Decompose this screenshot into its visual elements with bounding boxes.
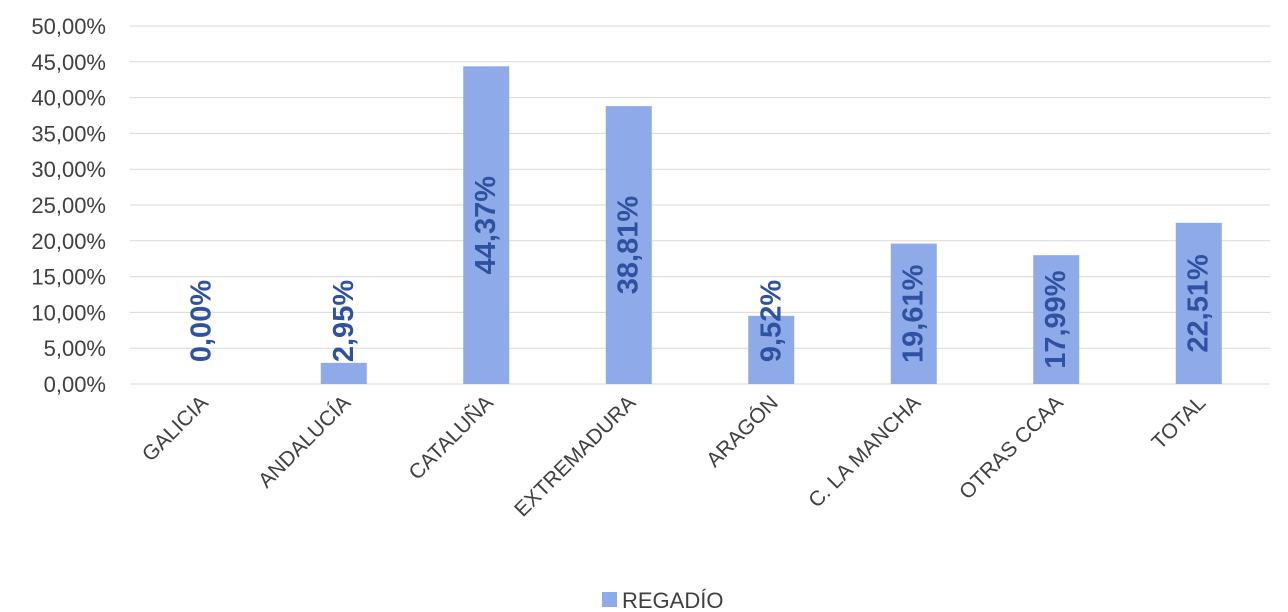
bar-total (1175, 222, 1222, 384)
y-tick-label: 40,00% (31, 86, 106, 111)
data-labels: 0,00% 2,95% 44,37% 38,81% 9,52% 19,61% 17,99% 2… (185, 176, 1215, 369)
y-tick-label: 50,00% (31, 14, 106, 39)
x-tick-label: EXTREMADURA (510, 391, 640, 521)
bar-cataluña (463, 66, 510, 385)
y-tick-label: 20,00% (31, 229, 106, 254)
x-axis-tick-labels: GALICIA ANDALUCÍA CATALUÑA EXTREMADURA ARAGÓ… (138, 391, 1210, 522)
data-label: 44,37% (470, 176, 502, 275)
y-tick-label: 5,00% (44, 336, 106, 361)
gridlines (130, 25, 1270, 385)
legend-label-regadio: REGADÍO (622, 588, 723, 612)
y-tick-label: 25,00% (31, 193, 106, 218)
data-label: 19,61% (898, 264, 930, 363)
bar-otras-ccaa (1033, 255, 1080, 384)
x-tick-label: C. LA MANCHA (804, 391, 925, 512)
data-label: 2,95% (328, 280, 360, 362)
bars (320, 66, 1222, 385)
bar-c-la-mancha (890, 243, 937, 384)
y-tick-label: 0,00% (44, 372, 106, 397)
x-tick-label: OTRAS CCAA (955, 391, 1068, 504)
x-tick-label: GALICIA (138, 391, 213, 466)
x-tick-label: ARAGÓN (702, 391, 783, 472)
legend-swatch-regadio (602, 592, 617, 607)
bar-aragón (748, 315, 795, 384)
y-tick-label: 30,00% (31, 157, 106, 182)
legend: REGADÍO (602, 588, 723, 612)
y-axis-tick-labels: 0,00% 5,00% 10,00% 15,00% 20,00% 25,00% 30,00%… (31, 14, 106, 397)
x-tick-label: ANDALUCÍA (254, 391, 355, 492)
bar-andalucía (320, 362, 367, 384)
x-tick-label: CATALUÑA (404, 391, 498, 485)
data-label: 17,99% (1040, 270, 1072, 369)
y-tick-label: 45,00% (31, 50, 106, 75)
data-label: 38,81% (613, 196, 645, 295)
y-tick-label: 15,00% (31, 265, 106, 290)
x-tick-label: TOTAL (1148, 391, 1211, 454)
bar-extremadura (605, 106, 652, 385)
data-label: 22,51% (1183, 254, 1215, 353)
data-label: 0,00% (185, 280, 217, 362)
y-tick-label: 10,00% (31, 300, 106, 325)
data-label: 9,52% (755, 280, 787, 362)
y-tick-label: 35,00% (31, 121, 106, 146)
